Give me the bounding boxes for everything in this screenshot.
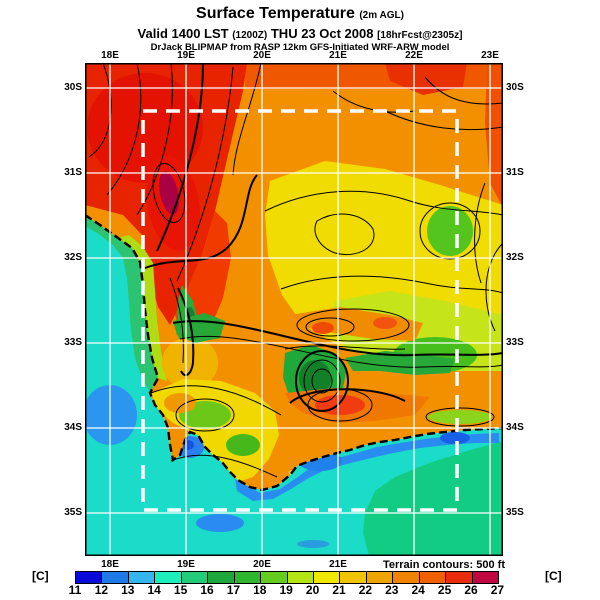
page-title: Surface Temperature (2m AGL) — [0, 5, 600, 23]
colorbar-segment — [419, 572, 447, 583]
right-axis-label-33s: 33S — [506, 337, 524, 348]
colorbar-tick-13: 13 — [121, 583, 135, 597]
colorbar-segment — [128, 572, 156, 583]
colorbar-tick-11: 11 — [68, 583, 82, 597]
valid-time: Valid 1400 LST — [137, 26, 229, 41]
valid-time-line: Valid 1400 LST (1200Z) THU 23 Oct 2008 [… — [0, 26, 600, 41]
colorbar-tick-16: 16 — [200, 583, 214, 597]
title-note: (2m AGL) — [359, 10, 404, 21]
left-axis-label-34s: 34S — [64, 422, 82, 433]
land-layer — [85, 63, 503, 490]
terrain-contours — [88, 62, 504, 478]
right-axis-label-35s: 35S — [506, 507, 524, 518]
left-axis-label-35s: 35S — [64, 507, 82, 518]
left-axis-label-32s: 32S — [64, 252, 82, 263]
colorbar-unit-right: [C] — [545, 569, 562, 583]
top-axis-label-20e: 20E — [253, 50, 271, 61]
top-axis-label-23e: 23E — [481, 50, 499, 61]
colorbar-segment — [234, 572, 262, 583]
colorbar-unit-left: [C] — [32, 569, 49, 583]
model-line: DrJack BLIPMAP from RASP 12km GFS-Initia… — [150, 42, 450, 53]
colorbar-segment — [261, 572, 288, 583]
right-axis-label-31s: 31S — [506, 167, 524, 178]
coastline — [84, 214, 504, 492]
top-axis-label-19e: 19E — [177, 50, 195, 61]
top-axis-label-21e: 21E — [329, 50, 347, 61]
bottom-axis-label-21e: 21E — [329, 559, 347, 570]
top-axis-label-18e: 18E — [101, 50, 119, 61]
colorbar-segment — [340, 572, 367, 583]
colorbar-segment — [446, 572, 473, 583]
left-axis-label-30s: 30S — [64, 82, 82, 93]
top-axis-label-22e: 22E — [405, 50, 423, 61]
colorbar-tick-22: 22 — [358, 583, 373, 597]
valid-date: THU 23 Oct 2008 — [270, 26, 374, 41]
colorbar-segment — [155, 572, 182, 583]
colorbar-segment — [472, 572, 498, 583]
colorbar-tick-27: 27 — [490, 583, 505, 597]
colorbar-segment — [76, 572, 103, 583]
title-text: Surface Temperature — [196, 5, 355, 22]
right-axis-label-34s: 34S — [506, 422, 524, 433]
colorbar-tick-20: 20 — [305, 583, 320, 597]
colorbar-tick-14: 14 — [147, 583, 161, 597]
colorbar-segment — [287, 572, 314, 583]
colorbar-tick-25: 25 — [437, 583, 452, 597]
colorbar-tick-15: 15 — [173, 583, 188, 597]
terrain-contours-note: Terrain contours: 500 ft — [382, 559, 505, 571]
colorbar-tick-26: 26 — [464, 583, 478, 597]
colorbar-segment — [366, 572, 394, 583]
colorbar-segments — [76, 572, 498, 583]
bottom-axis-label-19e: 19E — [177, 559, 195, 570]
colorbar-tick-23: 23 — [385, 583, 399, 597]
left-axis-label-33s: 33S — [64, 337, 82, 348]
colorbar-tick-24: 24 — [411, 583, 425, 597]
map-svg — [83, 62, 504, 556]
temperature-map — [83, 62, 504, 556]
colorbar — [75, 571, 499, 584]
colorbar-tick-12: 12 — [94, 583, 109, 597]
colorbar-tick-18: 18 — [253, 583, 267, 597]
colorbar-tick-19: 19 — [279, 583, 293, 597]
colorbar-segment — [313, 572, 341, 583]
colorbar-segment — [393, 572, 420, 583]
left-axis-label-31s: 31S — [64, 167, 82, 178]
valid-utc: (1200Z) — [232, 30, 268, 41]
domain-boundary-box — [141, 109, 459, 512]
right-axis-label-30s: 30S — [506, 82, 524, 93]
bottom-axis-label-18e: 18E — [101, 559, 119, 570]
right-axis-label-32s: 32S — [506, 252, 524, 263]
map-border — [85, 63, 503, 556]
colorbar-segment — [208, 572, 235, 583]
colorbar-tick-17: 17 — [226, 583, 241, 597]
latlon-grid — [85, 63, 503, 556]
colorbar-segment — [102, 572, 129, 583]
bottom-axis-label-20e: 20E — [253, 559, 271, 570]
colorbar-tick-21: 21 — [332, 583, 346, 597]
forecast-note: [18hrFcst@2305z] — [377, 30, 463, 41]
colorbar-segment — [181, 572, 209, 583]
